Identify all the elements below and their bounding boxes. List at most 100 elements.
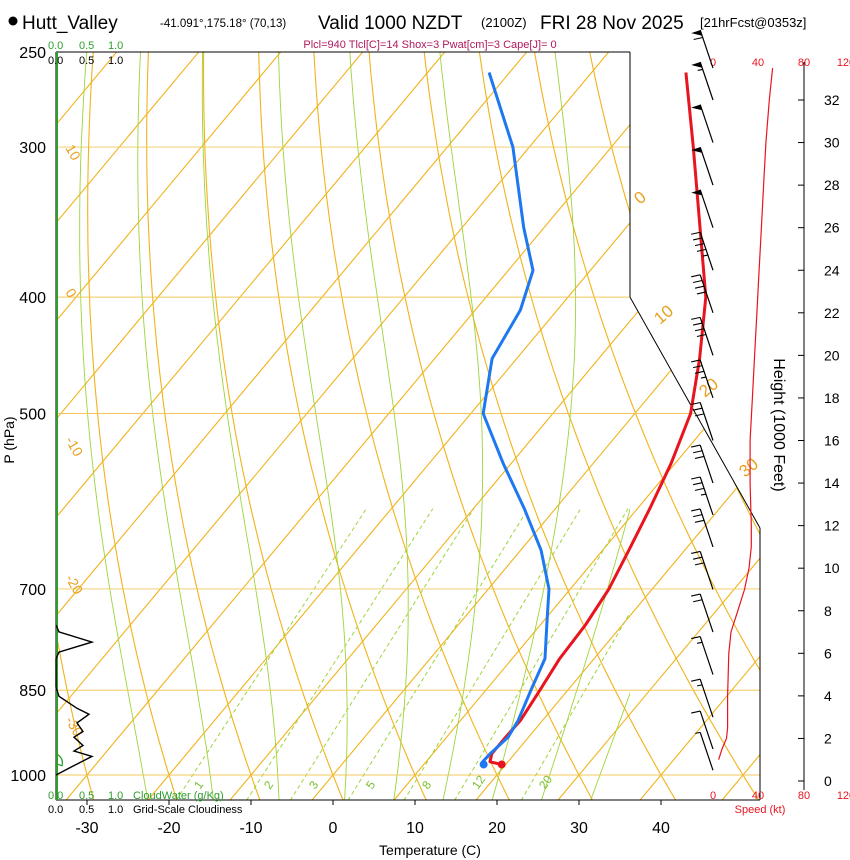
dewpoint-profile-line [481,72,551,766]
dry-adiabat-line [423,52,630,720]
mixing-ratio-line [175,508,367,800]
height-tick-label: 32 [824,92,840,108]
surface-temperature-marker [497,760,506,769]
cloudiness-scale-bottom: 0.5 [79,804,94,816]
dry-adiabat-line [589,52,630,215]
dry-adiabat-label: 30 [735,454,762,481]
wind-barb [691,189,714,228]
dry-adiabat-label: 20 [695,374,722,401]
dry-adiabat-line [639,297,760,800]
dry-adiabat-line [202,52,344,800]
wind-speed-line [718,68,774,760]
speed-axis-bottom-label: 80 [798,790,810,802]
mixing-ratio-line [520,611,630,800]
height-tick-label: 4 [824,688,832,704]
isotherm-line [639,297,760,800]
wind-barb [691,359,714,399]
cloudwater-scale-top: 1.0 [108,40,123,52]
height-tick-label: 8 [824,603,832,619]
isotherm-line [56,52,528,617]
mixing-ratio-line [347,508,529,800]
height-axis-label: Height (1000 Feet) [770,358,787,491]
dry-adiabat-line [367,31,592,801]
station-location: -41.091°,175.18° (70,13) [160,18,286,30]
speed-axis-bottom-label: 40 [752,790,764,802]
surface-dewpoint-marker [479,760,488,769]
dry-adiabat-line [258,52,427,800]
isotherm-line [56,52,446,519]
mixing-ratio-label: 5 [363,778,378,792]
height-tick-label: 0 [824,773,832,789]
wind-barb [691,444,714,484]
grid-extension [367,31,760,801]
dry-adiabat-line [630,297,677,800]
isotherm-line [229,320,630,800]
dry-adiabat-line [630,297,760,800]
pressure-axis-label: P (hPa) [1,416,17,463]
dry-adiabat-line [146,52,261,800]
cloudwater-scale-bottom: 0.0 [48,790,63,802]
dry-adiabat-label: 0 [630,187,649,208]
wind-barb [691,29,714,69]
temperature-tick-label: 0 [329,820,338,837]
height-tick-label: 6 [824,645,832,661]
height-tick-label: 24 [824,262,840,278]
cloudiness-scale-top: 1.0 [108,55,123,67]
frame-diagonal [629,296,761,529]
cloudwater-scale-bottom: 1.0 [108,790,123,802]
cloudwater-profile-line [55,753,64,767]
isotherm-label: -20 [62,572,86,598]
temperature-tick-label: -20 [157,820,180,837]
temperature-tick-label: 30 [570,820,588,837]
pressure-tick-label: 250 [19,45,46,62]
isotherm-line [630,297,760,800]
height-tick-label: 12 [824,518,840,534]
mixing-ratio-label: 2 [261,778,276,792]
mixing-ratio-line [246,508,434,800]
dry-adiabat-line [368,52,594,800]
temperature-tick-label: 40 [652,820,670,837]
wind-barb [691,508,714,548]
dry-adiabat-line [56,628,95,800]
dry-adiabat-line [0,31,11,801]
moist-adiabat-line [79,52,149,800]
cloudwater-scale-top: 0.5 [79,40,94,52]
temperature-axis-label: Temperature (C) [379,842,481,858]
height-tick-label: 30 [824,135,840,151]
moist-adiabat-line [201,52,280,800]
dry-adiabat-label: 10 [650,301,677,328]
cloudwater-scale-top: 0.0 [48,40,63,52]
temperature-tick-label: 20 [488,820,506,837]
wind-barb [691,316,714,356]
wind-barb [691,61,714,101]
isotherm-label: 10 [62,142,84,164]
cloudiness-scale-top: 0.5 [79,55,94,67]
moist-adiabat-line [541,507,630,800]
height-tick-label: 20 [824,347,840,363]
moist-adiabat-line [590,691,630,800]
isotherm-line [56,52,282,322]
wind-barb [691,476,714,516]
stability-indices: Plcl=940 Tlcl[C]=14 Shox=3 Pwat[cm]=3 Ca… [303,39,556,51]
mixing-ratio-line [403,508,582,800]
speed-axis-label: Speed (kt) [735,804,786,816]
speed-axis-top-label: 0 [710,57,716,69]
mixing-ratio-line [289,508,475,800]
moist-adiabat-line [349,52,409,800]
wind-barb [695,731,714,771]
pressure-tick-label: 850 [19,683,46,700]
cloudiness-profile-line [55,624,95,776]
pressure-tick-label: 500 [19,407,46,424]
wind-barb [691,231,714,271]
isotherm-label: -10 [62,434,86,460]
dry-adiabat-line [630,297,760,800]
wind-barb [691,401,714,441]
valid-time: Valid 1000 NZDT [318,13,463,34]
isotherm-line [147,222,630,800]
moist-adiabat-line [439,52,484,800]
wind-barb [691,710,714,750]
speed-axis-bottom-label: 0 [710,790,716,802]
cloudiness-scale-top: 0.0 [48,55,63,67]
pressure-tick-label: 700 [19,582,46,599]
isotherm-label: 0 [62,286,80,301]
